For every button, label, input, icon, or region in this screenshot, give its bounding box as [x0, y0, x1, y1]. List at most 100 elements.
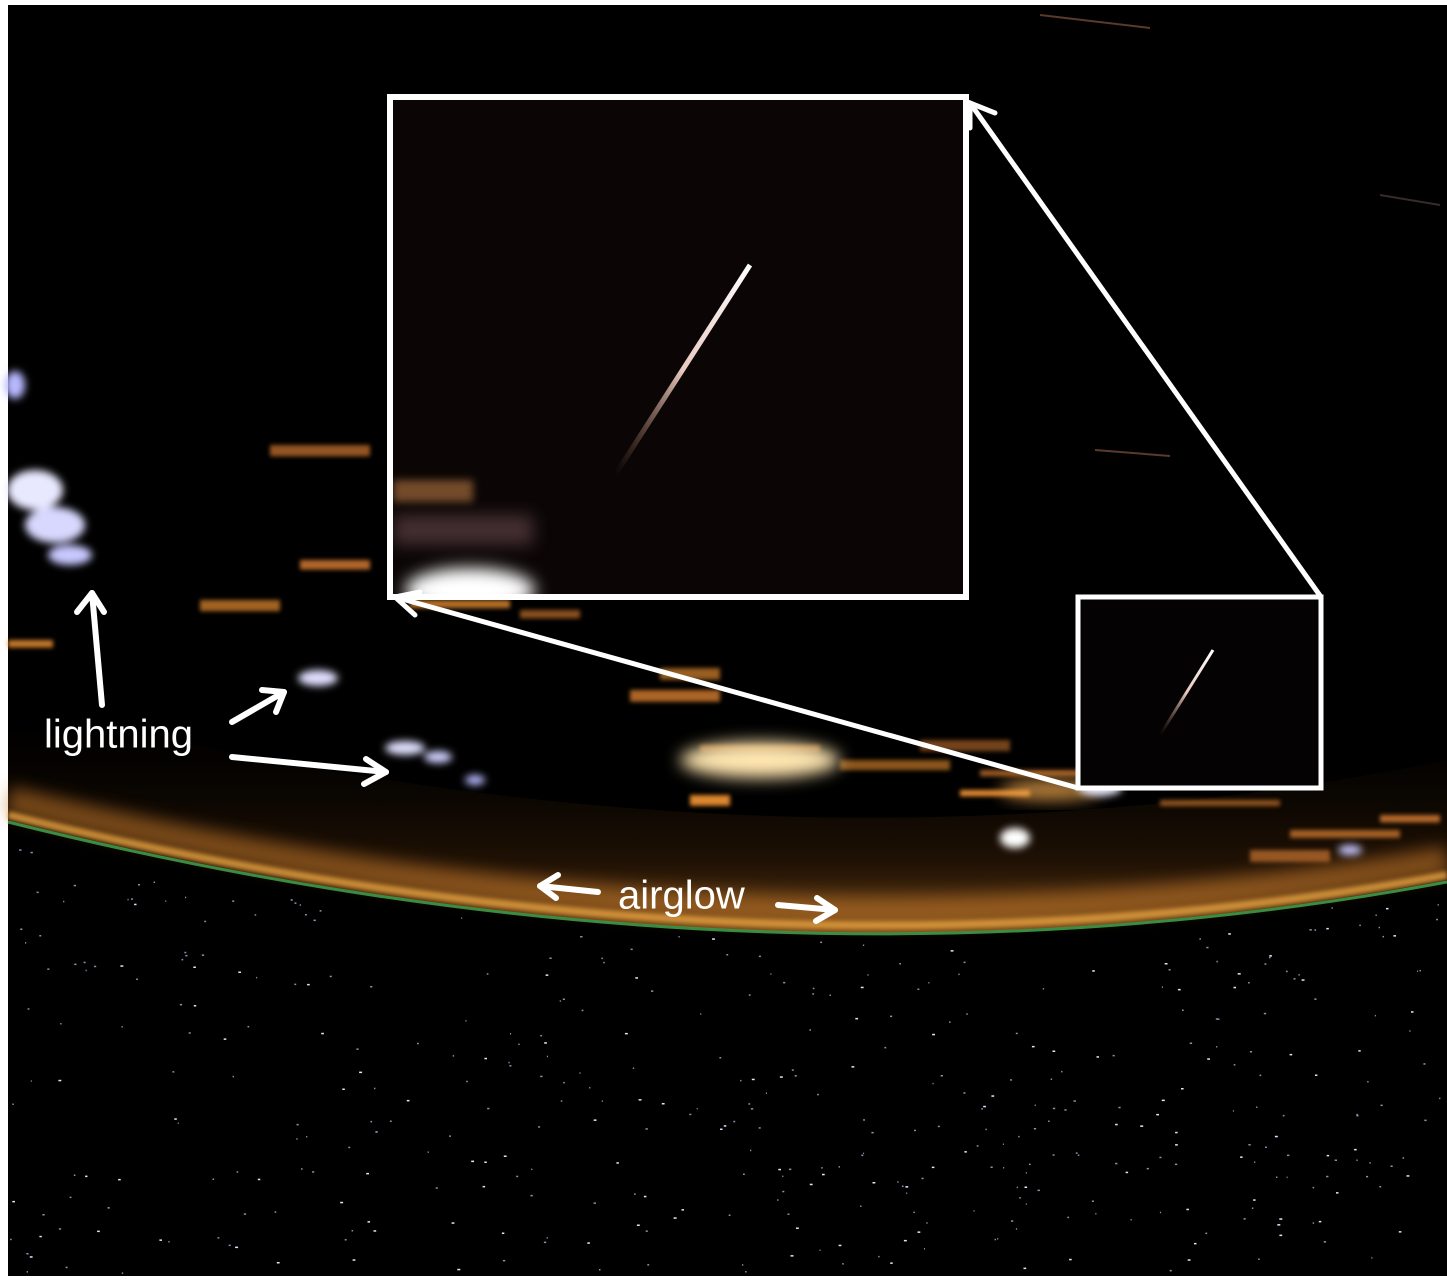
star: [1048, 1120, 1050, 1122]
arrow: [89, 590, 105, 708]
star: [1075, 1152, 1078, 1154]
star: [645, 1230, 648, 1232]
star: [1315, 1074, 1318, 1076]
star: [1182, 1009, 1184, 1011]
star: [890, 1262, 893, 1264]
city-light: [1380, 815, 1440, 823]
star: [932, 1033, 935, 1036]
star: [373, 1230, 377, 1232]
arrowhead: [389, 589, 423, 618]
star: [1164, 963, 1168, 965]
star: [83, 961, 86, 964]
star: [181, 958, 184, 961]
star: [184, 951, 187, 954]
star: [1146, 1167, 1149, 1170]
star: [540, 1075, 543, 1078]
star: [509, 1065, 512, 1067]
star: [1323, 1241, 1327, 1243]
star: [247, 1025, 250, 1028]
star: [758, 955, 761, 958]
star: [427, 1151, 429, 1153]
star: [812, 993, 815, 995]
star: [134, 903, 137, 906]
star: [937, 1125, 940, 1128]
star: [138, 884, 140, 886]
star: [153, 881, 155, 883]
star: [174, 1118, 177, 1120]
star: [593, 1202, 596, 1204]
star: [1409, 1030, 1411, 1032]
star: [635, 977, 638, 979]
star: [884, 1046, 887, 1049]
star: [417, 1042, 419, 1045]
stars: [10, 849, 1441, 1274]
star: [624, 1032, 628, 1035]
star: [451, 1222, 455, 1224]
star: [860, 986, 864, 989]
star: [1034, 1104, 1036, 1106]
star: [232, 900, 235, 902]
star: [510, 1033, 512, 1035]
star: [1002, 1143, 1004, 1145]
star: [751, 1078, 755, 1081]
star: [276, 1262, 280, 1264]
star: [913, 1211, 915, 1214]
star: [1301, 979, 1305, 981]
star: [238, 971, 241, 973]
star: [301, 1168, 303, 1170]
star: [1067, 1216, 1070, 1219]
star: [1175, 1131, 1178, 1134]
star: [1189, 1042, 1193, 1044]
star: [1269, 955, 1272, 957]
star: [1125, 1171, 1129, 1174]
star: [217, 1237, 220, 1239]
star: [1050, 1078, 1053, 1080]
star: [1175, 1144, 1178, 1146]
star: [817, 1093, 819, 1096]
star: [1398, 1231, 1402, 1233]
star: [994, 1238, 996, 1241]
star: [1186, 1208, 1189, 1211]
airglow-edge: [7, 811, 1447, 930]
star: [661, 1103, 665, 1105]
lightning-label: lightning: [44, 713, 193, 757]
star: [30, 851, 33, 854]
star: [963, 1092, 966, 1094]
star: [1233, 986, 1236, 989]
star: [294, 902, 297, 904]
star: [1024, 1186, 1028, 1188]
star: [73, 884, 76, 887]
inset-light: [393, 480, 473, 502]
star: [543, 1241, 547, 1244]
star: [838, 1166, 840, 1168]
city-light: [1250, 850, 1330, 862]
star: [1254, 1161, 1256, 1163]
star: [1251, 1207, 1254, 1209]
star: [63, 900, 65, 903]
star: [719, 1057, 722, 1059]
star: [549, 957, 552, 959]
star: [1216, 960, 1218, 963]
star: [981, 1108, 983, 1110]
star: [370, 1120, 373, 1123]
star: [778, 1168, 781, 1171]
star: [484, 1161, 487, 1163]
star: [809, 1183, 813, 1186]
star: [1369, 1162, 1371, 1164]
star: [1019, 1197, 1021, 1199]
star: [340, 1201, 344, 1204]
star: [1169, 1269, 1172, 1272]
arrowhead: [259, 687, 287, 715]
star: [545, 974, 549, 976]
star: [589, 1087, 591, 1089]
star: [159, 1239, 162, 1241]
star: [740, 1079, 742, 1082]
star: [901, 1185, 904, 1188]
star: [1331, 907, 1333, 909]
star: [1073, 1100, 1076, 1102]
city-light: [920, 740, 1010, 752]
star: [482, 1185, 486, 1188]
trail: [1379, 194, 1441, 206]
star: [867, 974, 869, 976]
star: [601, 957, 603, 960]
